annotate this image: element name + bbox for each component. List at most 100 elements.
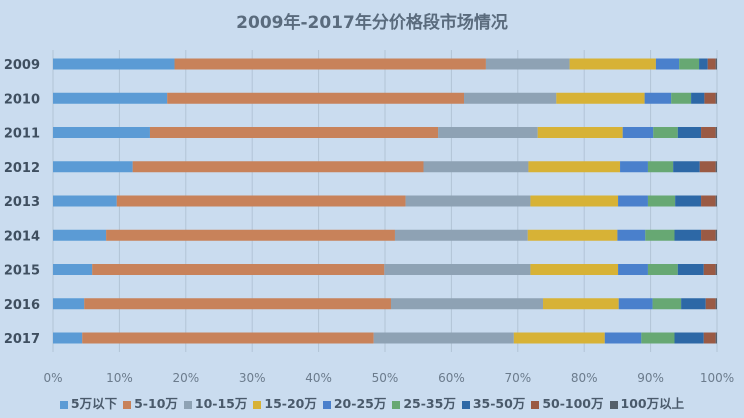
x-tick-label: 60% <box>438 371 465 385</box>
legend-label: 5万以下 <box>70 396 118 411</box>
legend-item: 35-50万 <box>461 393 525 412</box>
bar-segment <box>641 332 675 344</box>
bar-segment <box>715 92 717 104</box>
bar-segment <box>674 229 702 241</box>
legend-item: 15-20万 <box>253 393 317 412</box>
bar-segment <box>699 161 716 173</box>
y-tick-label: 2012 <box>4 161 40 176</box>
bar-segment <box>464 92 557 104</box>
legend-label: 5-10万 <box>134 396 178 411</box>
bar-segment <box>674 332 704 344</box>
x-tick-label: 0% <box>43 371 62 385</box>
bar-segment <box>174 58 486 70</box>
bar-segment <box>655 58 680 70</box>
bar-segment <box>618 298 653 310</box>
bar-segment <box>715 229 717 241</box>
bar-segment <box>681 298 706 310</box>
bar-segment <box>53 195 117 207</box>
bar-segment <box>652 298 682 310</box>
y-tick-label: 2009 <box>4 58 40 73</box>
bar-segment <box>715 332 717 344</box>
legend-swatch <box>322 400 331 409</box>
bar-segment <box>53 264 93 275</box>
bar-segment <box>53 127 150 138</box>
bar-segment <box>530 195 619 207</box>
bar-segment <box>679 58 700 70</box>
bar-segment <box>715 195 717 207</box>
legend-swatch <box>253 400 262 409</box>
legend-label: 15-20万 <box>264 396 317 411</box>
bar-segment <box>537 127 623 138</box>
bar-segment <box>485 58 570 70</box>
bar-segment <box>699 58 708 70</box>
x-tick-label: 50% <box>372 371 399 385</box>
legend-item: 10-15万 <box>183 393 248 412</box>
bar-segment <box>373 332 514 344</box>
bar-segment <box>149 127 439 138</box>
legend-label: 100万以上 <box>620 396 685 411</box>
bar-segment <box>618 195 648 207</box>
bar-segment <box>384 264 531 275</box>
bar-segment <box>53 332 83 344</box>
y-tick-label: 2011 <box>4 127 40 142</box>
bar-segment <box>647 161 674 173</box>
bar-segment <box>53 298 85 310</box>
bar-segment <box>527 229 618 241</box>
x-tick-label: 70% <box>504 371 531 385</box>
bar-segment <box>671 92 692 104</box>
y-tick-label: 2010 <box>4 92 40 107</box>
legend-item: 5-10万 <box>123 393 178 412</box>
bar-segment <box>116 195 406 207</box>
bar-segment <box>528 161 621 173</box>
legend-swatch <box>609 400 618 409</box>
bar-segment <box>647 195 676 207</box>
bar-segment <box>604 332 642 344</box>
chart-title: 2009年-2017年分价格段市场情况 <box>236 13 508 33</box>
bar-segment <box>677 264 704 275</box>
y-tick-label: 2016 <box>4 298 40 313</box>
bar-segment <box>701 127 716 138</box>
bar-segment <box>423 161 529 173</box>
bar-segment <box>644 92 672 104</box>
legend-item: 50-100万 <box>531 393 604 412</box>
x-tick-label: 20% <box>172 371 199 385</box>
bar-segment <box>53 92 168 104</box>
bar-segment <box>707 58 716 70</box>
bar-segment <box>653 127 678 138</box>
bar-segment <box>569 58 656 70</box>
y-tick-label: 2015 <box>4 264 40 279</box>
bar-segment <box>53 161 133 173</box>
bar-segment <box>167 92 465 104</box>
bar-segment <box>622 127 654 138</box>
legend-swatch <box>123 400 132 409</box>
bar-segment <box>394 229 528 241</box>
bar-segment <box>82 332 374 344</box>
bar-segment <box>677 127 702 138</box>
bar-segment <box>618 264 648 275</box>
bar-segment <box>530 264 619 275</box>
bar-segment <box>620 161 648 173</box>
x-tick-label: 30% <box>239 371 266 385</box>
legend-item: 20-25万 <box>322 393 386 412</box>
bar-segment <box>405 195 531 207</box>
legend-item: 100万以上 <box>609 393 685 412</box>
bar-segment <box>513 332 605 344</box>
legend-swatch <box>59 400 68 409</box>
legend-label: 10-15万 <box>194 396 248 411</box>
x-tick-label: 10% <box>106 371 133 385</box>
legend-label: 50-100万 <box>542 396 604 411</box>
x-tick-label: 100% <box>700 371 734 385</box>
legend-swatch <box>392 400 401 409</box>
bar-segment <box>92 264 385 275</box>
bar-segment <box>647 264 678 275</box>
bar-segment <box>701 195 716 207</box>
bar-segment <box>543 298 619 310</box>
bar-segment <box>53 58 175 70</box>
bar-segment <box>691 92 705 104</box>
y-tick-label: 2014 <box>4 229 40 244</box>
bar-segment <box>390 298 544 310</box>
bar-segment <box>556 92 645 104</box>
bar-segment <box>645 229 675 241</box>
bar-segment <box>438 127 538 138</box>
